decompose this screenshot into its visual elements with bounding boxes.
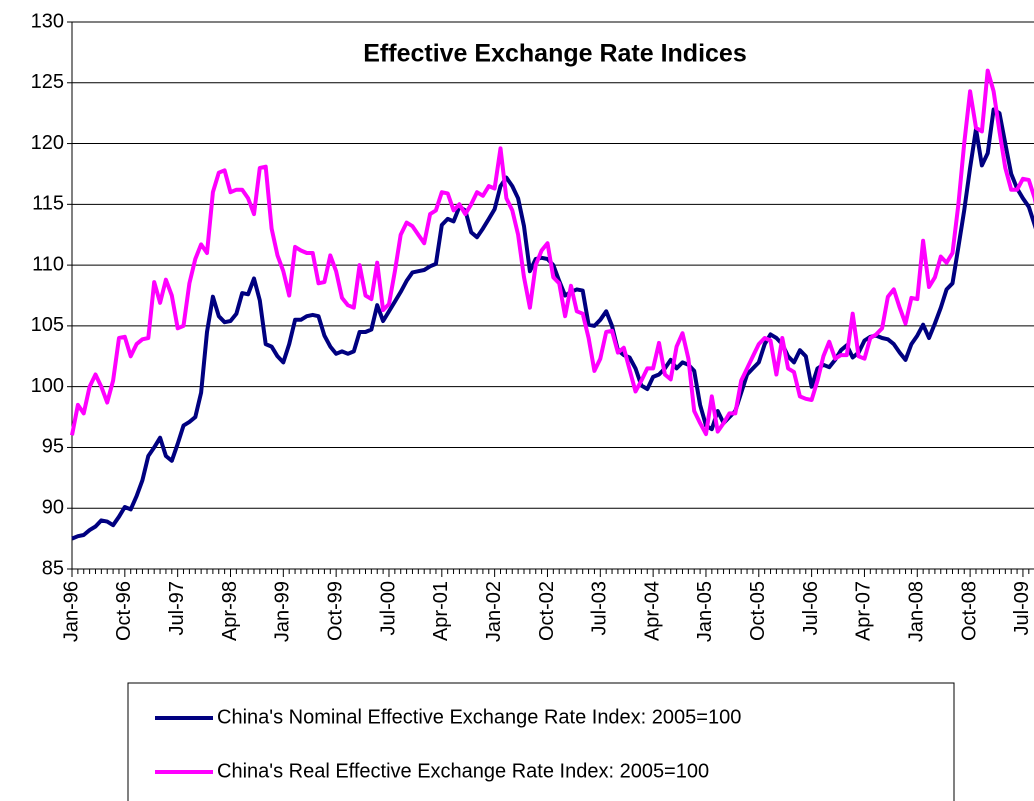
x-tick-label: Apr-98 [219, 581, 241, 641]
chart-title: Effective Exchange Rate Indices [363, 40, 746, 68]
x-tick-label: Jul-06 [800, 581, 822, 635]
y-tick-label: 100 [31, 375, 64, 397]
x-tick-label: Oct-08 [958, 581, 980, 641]
x-tick-label: Oct-96 [113, 581, 135, 641]
y-tick-label: 120 [31, 132, 64, 154]
y-tick-label: 115 [32, 193, 64, 215]
x-tick-label: Jan-02 [483, 581, 505, 642]
y-tick-label: 85 [42, 557, 64, 579]
x-tick-label: Oct-02 [536, 581, 558, 641]
legend-label: China's Real Effective Exchange Rate Ind… [217, 760, 709, 782]
x-tick-label: Oct-99 [324, 581, 346, 641]
x-tick-label: Jan-05 [694, 581, 716, 642]
y-tick-label: 130 [31, 10, 64, 32]
x-tick-label: Jul-97 [166, 581, 188, 635]
y-tick-label: 125 [31, 71, 64, 93]
y-tick-label: 105 [31, 314, 64, 336]
x-tick-label: Jan-96 [60, 581, 82, 642]
y-tick-label: 110 [32, 253, 64, 275]
legend [127, 682, 955, 801]
x-tick-label: Apr-04 [641, 581, 663, 641]
x-tick-label: Oct-05 [747, 581, 769, 641]
x-tick-label: Jan-99 [272, 581, 294, 642]
x-tick-label: Apr-01 [430, 581, 452, 641]
y-tick-label: 95 [42, 436, 64, 458]
x-tick-label: Apr-07 [853, 581, 875, 641]
legend-label: China's Nominal Effective Exchange Rate … [217, 706, 741, 728]
series-line [71, 107, 1034, 541]
x-tick-label: Jul-00 [377, 581, 399, 635]
x-tick-label: Jul-09 [1011, 581, 1033, 635]
x-tick-label: Jan-08 [906, 581, 928, 642]
series-line [70, 68, 1034, 437]
x-tick-label: Jul-03 [589, 581, 611, 635]
y-tick-label: 90 [42, 497, 64, 519]
